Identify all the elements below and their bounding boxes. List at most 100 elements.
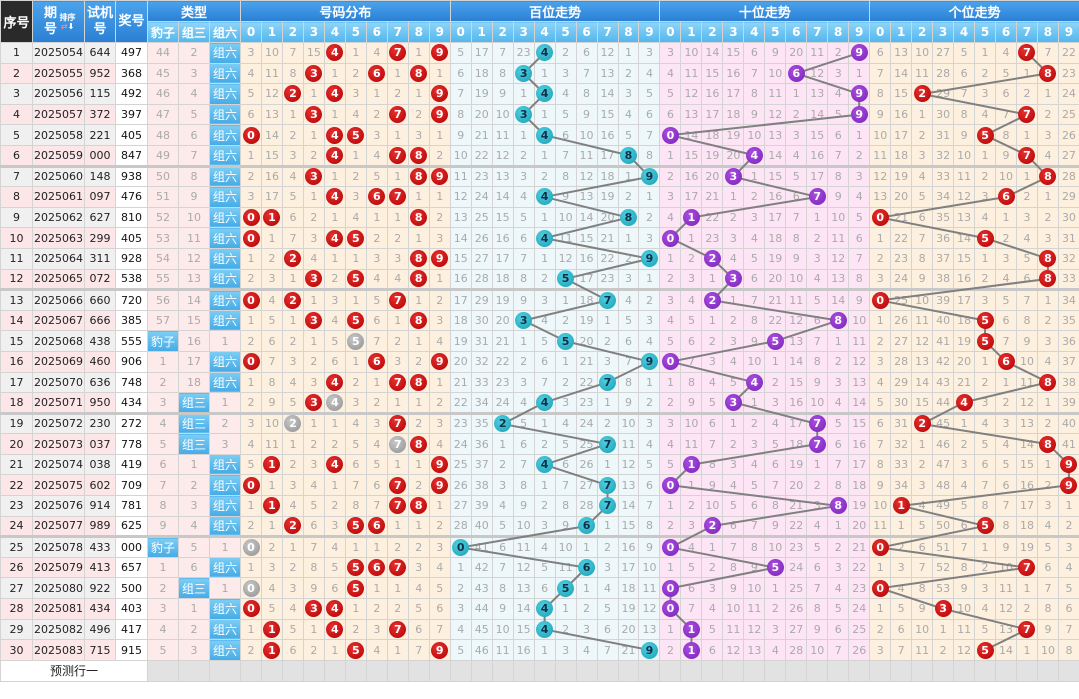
shi-cell: 18 bbox=[785, 433, 808, 455]
type-miss-count: 51 bbox=[147, 186, 179, 208]
ge-cell: 1 bbox=[995, 206, 1017, 229]
forecast-cell[interactable] bbox=[1057, 659, 1079, 682]
forecast-cell[interactable] bbox=[596, 659, 619, 682]
dist-cell: 2 bbox=[386, 83, 409, 105]
bai-cell: 20 bbox=[449, 350, 472, 373]
forecast-cell[interactable] bbox=[344, 659, 367, 682]
ge-cell: 6 bbox=[995, 350, 1017, 373]
shi-cell: 15 bbox=[848, 411, 871, 435]
shi-hit-ball: 0 bbox=[661, 353, 679, 371]
forecast-cell[interactable] bbox=[575, 659, 598, 682]
forecast-cell[interactable] bbox=[638, 659, 661, 682]
shi-cell: 13 bbox=[785, 330, 808, 352]
bai-cell: 5 bbox=[617, 124, 640, 146]
dist-hit-ball: 5 bbox=[347, 270, 365, 288]
dist-cell: 1 bbox=[407, 186, 430, 208]
forecast-cell[interactable] bbox=[365, 659, 388, 682]
forecast-cell[interactable] bbox=[890, 659, 913, 682]
shi-cell: 1 bbox=[785, 83, 808, 105]
forecast-cell[interactable] bbox=[533, 659, 556, 682]
forecast-cell[interactable] bbox=[240, 659, 262, 682]
row-seq: 23 bbox=[0, 495, 33, 517]
forecast-cell[interactable] bbox=[491, 659, 514, 682]
row-draw-number: 906 bbox=[115, 350, 148, 373]
forecast-cell[interactable] bbox=[701, 659, 724, 682]
type-hit-badge: 豹子 bbox=[147, 330, 179, 352]
forecast-cell[interactable] bbox=[302, 659, 325, 682]
forecast-cell[interactable] bbox=[147, 659, 179, 682]
forecast-cell[interactable] bbox=[323, 659, 346, 682]
bai-cell: 5 bbox=[533, 556, 556, 579]
bai-cell: 3 bbox=[617, 83, 640, 105]
forecast-cell[interactable] bbox=[1036, 659, 1059, 682]
forecast-cell[interactable] bbox=[995, 659, 1017, 682]
forecast-cell[interactable] bbox=[911, 659, 934, 682]
subheader-bai-digit-4: 4 bbox=[533, 21, 556, 43]
dist-hit-ball: 0 bbox=[242, 126, 260, 144]
shi-cell: 0 bbox=[659, 350, 682, 373]
forecast-cell[interactable] bbox=[208, 659, 242, 682]
row-seq: 20 bbox=[0, 433, 33, 455]
shi-cell: 1 bbox=[701, 309, 724, 332]
dist-cell: 1 bbox=[407, 42, 430, 64]
forecast-cell[interactable] bbox=[785, 659, 808, 682]
dist-cell: 2 bbox=[281, 330, 304, 352]
sort-button[interactable]: 排序 ⇄⬇ bbox=[59, 12, 76, 31]
type-miss-count: 15 bbox=[178, 309, 210, 332]
ge-cell: 1 bbox=[890, 515, 913, 538]
ge-cell: 4 bbox=[890, 577, 913, 600]
dist-cell: 0 bbox=[240, 350, 262, 373]
ge-cell: 1 bbox=[869, 556, 892, 579]
forecast-cell[interactable] bbox=[659, 659, 682, 682]
bai-cell: 5 bbox=[554, 330, 577, 352]
bai-cell: 6 bbox=[638, 103, 661, 126]
row-issue: 2025081 bbox=[32, 598, 85, 620]
type-miss-count: 3 bbox=[178, 495, 210, 517]
table-row: 10 2025063 299 405 53 11 组六 0 1 7 3 4 5 2 2 1 3 14 26 16 6 4 1… bbox=[0, 227, 1079, 249]
forecast-cell[interactable] bbox=[470, 659, 493, 682]
ge-cell: 3 bbox=[974, 186, 997, 208]
bai-cell: 17 bbox=[596, 144, 619, 167]
dist-cell: 3 bbox=[344, 83, 367, 105]
shi-cell: 3 bbox=[806, 495, 829, 517]
type-miss-count: 6 bbox=[178, 124, 210, 146]
table-row: 9 2025062 627 810 52 10 组六 0 1 6 2 1 4 1 1 8 2 13 25 15 5 1 10… bbox=[0, 206, 1079, 229]
bai-cell: 25 bbox=[449, 453, 472, 476]
forecast-cell[interactable] bbox=[281, 659, 304, 682]
ge-cell: 49 bbox=[932, 495, 955, 517]
forecast-cell[interactable] bbox=[680, 659, 703, 682]
forecast-cell[interactable] bbox=[512, 659, 535, 682]
forecast-cell[interactable] bbox=[869, 659, 892, 682]
forecast-cell[interactable] bbox=[848, 659, 871, 682]
forecast-cell[interactable] bbox=[764, 659, 787, 682]
forecast-cell[interactable] bbox=[974, 659, 997, 682]
header-issue[interactable]: 期号排序 ⇄⬇ bbox=[32, 0, 85, 43]
forecast-cell[interactable] bbox=[932, 659, 955, 682]
bai-cell: 34 bbox=[470, 392, 493, 414]
forecast-cell[interactable] bbox=[386, 659, 409, 682]
dist-cell: 3 bbox=[365, 411, 388, 435]
forecast-cell[interactable] bbox=[806, 659, 829, 682]
forecast-cell[interactable] bbox=[260, 659, 283, 682]
forecast-cell[interactable] bbox=[178, 659, 210, 682]
bai-cell: 6 bbox=[554, 453, 577, 476]
forecast-cell[interactable] bbox=[953, 659, 976, 682]
shi-cell: 1 bbox=[848, 62, 871, 85]
forecast-cell[interactable] bbox=[407, 659, 430, 682]
shi-cell: 7 bbox=[848, 247, 871, 270]
forecast-cell[interactable] bbox=[617, 659, 640, 682]
forecast-cell[interactable] bbox=[827, 659, 850, 682]
bai-cell: 3 bbox=[596, 556, 619, 579]
forecast-cell[interactable] bbox=[722, 659, 745, 682]
forecast-cell[interactable] bbox=[554, 659, 577, 682]
forecast-cell[interactable] bbox=[449, 659, 472, 682]
bai-cell: 12 bbox=[596, 42, 619, 64]
header-bai: 百位走势 bbox=[449, 0, 661, 22]
forecast-cell[interactable] bbox=[743, 659, 766, 682]
forecast-cell[interactable] bbox=[428, 659, 451, 682]
forecast-cell[interactable] bbox=[1016, 659, 1038, 682]
dist-hit-ball: 8 bbox=[410, 146, 428, 164]
ge-cell: 4 bbox=[1016, 227, 1038, 249]
ge-cell: 40 bbox=[1057, 411, 1079, 435]
dist-cell: 5 bbox=[344, 227, 367, 249]
